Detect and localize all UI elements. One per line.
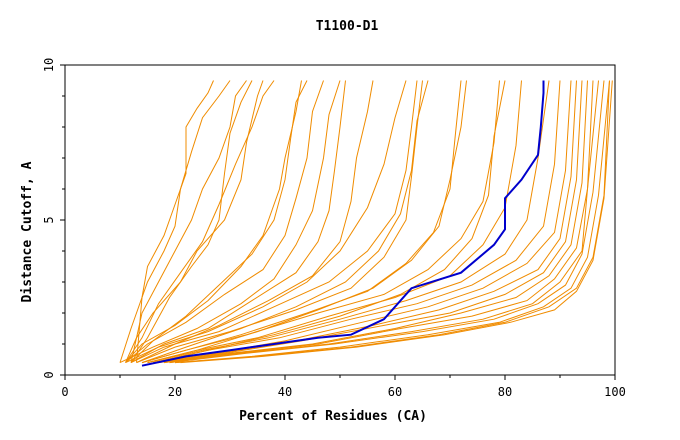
y-tick-label: 5	[42, 216, 56, 223]
model-curve	[158, 80, 583, 364]
model-curve	[163, 80, 594, 364]
x-tick-label: 0	[61, 385, 68, 399]
model-curve	[136, 80, 374, 364]
y-axis: 0 5 10	[42, 58, 65, 379]
x-tick-label: 40	[278, 385, 292, 399]
x-tick-label: 80	[498, 385, 512, 399]
plot-frame	[64, 64, 616, 376]
x-axis-label: Percent of Residues (CA)	[239, 409, 427, 424]
model-curve	[125, 80, 407, 364]
model-curve	[130, 80, 308, 363]
model-curve	[169, 80, 605, 364]
model-curve	[136, 80, 423, 364]
model-curve	[141, 80, 462, 364]
y-tick-label: 0	[42, 371, 56, 378]
model-curve	[174, 80, 610, 364]
model-curve	[163, 80, 588, 364]
x-axis: 0 20 40 60 80 100	[61, 375, 626, 399]
model-curve	[152, 80, 572, 364]
model-curve	[130, 80, 346, 364]
x-tick-label: 20	[168, 385, 182, 399]
model-curve	[141, 80, 429, 364]
model-curve	[174, 80, 610, 364]
highlight-curve-group	[141, 80, 545, 367]
model-curve	[125, 80, 302, 363]
model-curve	[169, 80, 599, 364]
model-curve	[147, 80, 467, 364]
model-curve	[125, 80, 275, 363]
y-tick-label: 10	[42, 58, 56, 72]
model-curve	[152, 80, 506, 364]
highlight-curve	[141, 80, 545, 367]
model-curve	[125, 80, 264, 363]
model-curve	[130, 80, 253, 363]
model-curve	[147, 80, 522, 364]
model-curve	[119, 80, 341, 364]
model-curve	[119, 80, 231, 363]
model-curve	[125, 80, 324, 363]
model-curve	[130, 80, 418, 364]
model-curve	[141, 80, 500, 364]
model-curve	[152, 80, 561, 364]
x-tick-label: 60	[388, 385, 402, 399]
model-curve	[180, 80, 613, 364]
x-tick-label: 100	[604, 385, 626, 399]
model-curves	[119, 80, 613, 364]
model-curve	[130, 80, 247, 363]
chart-title: T1100-D1	[316, 19, 379, 34]
y-axis-label: Distance Cutoff, A	[20, 161, 35, 302]
